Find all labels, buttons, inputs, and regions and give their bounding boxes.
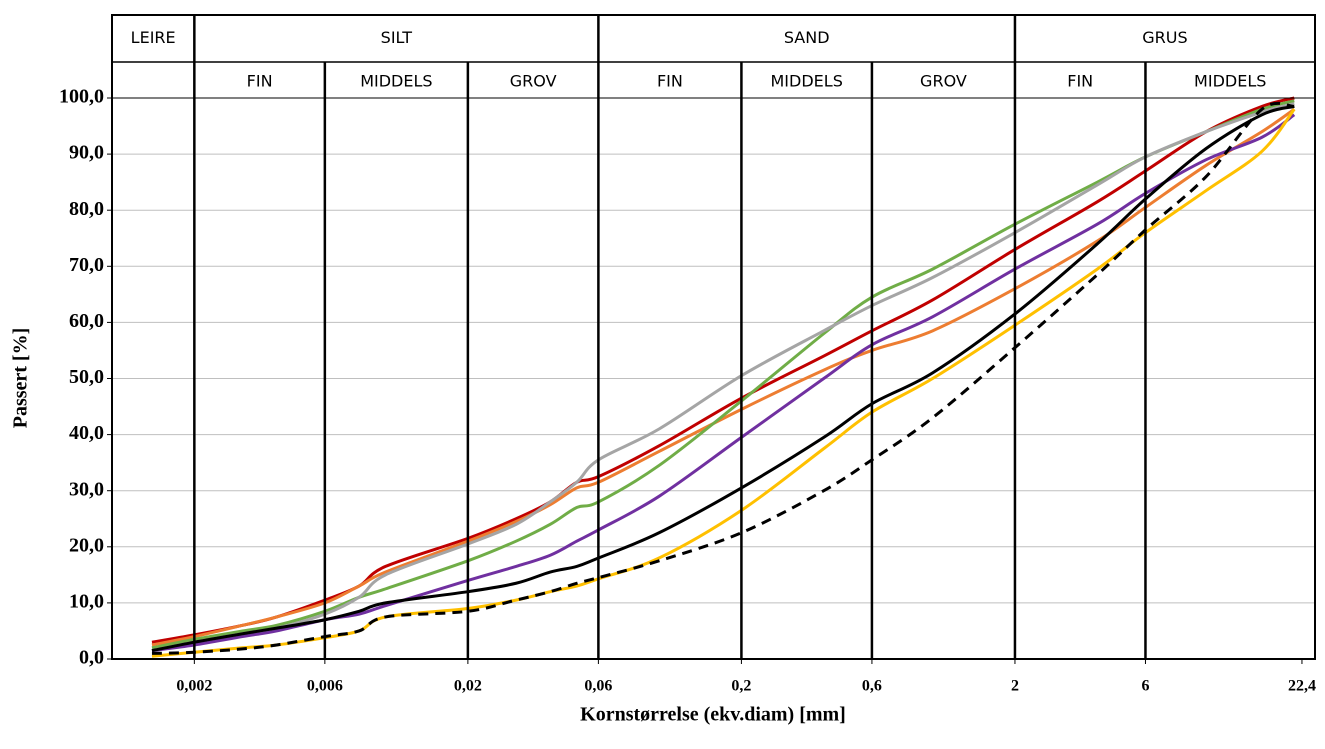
y-tick-label: 80,0 [69, 198, 104, 220]
y-tick-label: 30,0 [69, 478, 104, 500]
series-line [151, 107, 1296, 647]
y-tick-label: 70,0 [69, 254, 104, 276]
subfraction-label: FIN [657, 72, 683, 91]
fraction-label: SAND [784, 28, 830, 47]
frame [111, 14, 1316, 660]
y-tick-label: 60,0 [69, 310, 104, 332]
x-tick-label: 0,02 [454, 678, 482, 695]
subfraction-label: MIDDELS [360, 72, 432, 91]
x-tick-label: 0,006 [307, 678, 343, 695]
y-tick-label: 100,0 [59, 86, 104, 108]
x-tick-label: 0,2 [731, 678, 751, 695]
x-tick-label: 2 [1011, 678, 1019, 695]
subfraction-label: MIDDELS [771, 72, 843, 91]
y-tick-label: 40,0 [69, 422, 104, 444]
subfraction-label: GROV [510, 72, 557, 91]
subfraction-label: FIN [247, 72, 273, 91]
subfraction-label: MIDDELS [1194, 72, 1266, 91]
x-axis-label: Kornstørrelse (ekv.diam) [mm] [580, 704, 846, 726]
series-line [151, 96, 1295, 644]
fraction-label: GRUS [1142, 28, 1187, 47]
y-tick-label: 20,0 [69, 534, 104, 556]
y-tick-label: 50,0 [69, 366, 104, 388]
subfraction-label: FIN [1067, 72, 1093, 91]
fraction-label: SILT [381, 28, 413, 47]
x-tick-label: 22,4 [1288, 678, 1316, 695]
y-axis-label: Passert [%] [10, 328, 32, 429]
y-tick-label: 0,0 [79, 647, 104, 669]
series-line [151, 108, 1296, 658]
series-line [151, 99, 1295, 650]
x-tick-label: 0,6 [862, 678, 882, 695]
fraction-label: LEIRE [131, 28, 176, 47]
subfraction-label: GROV [920, 72, 967, 91]
x-tick-label: 0,06 [584, 678, 612, 695]
series-line [151, 113, 1296, 653]
x-tick-label: 0,002 [176, 678, 212, 695]
y-tick-label: 90,0 [69, 142, 104, 164]
y-tick-label: 10,0 [69, 590, 104, 612]
x-tick-label: 6 [1141, 678, 1149, 695]
